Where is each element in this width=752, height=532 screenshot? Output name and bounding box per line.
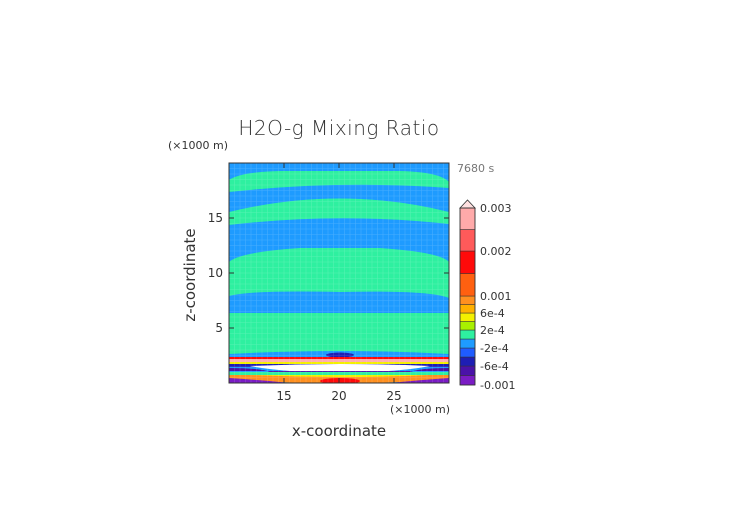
y-tick-label: 10 bbox=[208, 266, 223, 280]
grid-mesh bbox=[229, 163, 449, 383]
y-axis: 5 10 15 bbox=[208, 211, 449, 335]
colorbar-label: 2e-4 bbox=[480, 324, 505, 337]
colorbar-band bbox=[459, 295, 476, 305]
contour-field bbox=[229, 163, 449, 383]
colorbar-label: 0.001 bbox=[480, 290, 512, 303]
colorbar-label: -0.001 bbox=[480, 379, 515, 392]
contour-band-positive bbox=[229, 198, 449, 225]
colorbar-extend-arrow bbox=[459, 199, 476, 209]
colorbar-band bbox=[459, 229, 476, 252]
colorbar-band bbox=[459, 329, 476, 340]
contour-band-yellow2 bbox=[250, 375, 430, 377]
contour-band-positive bbox=[229, 171, 449, 192]
colorbar-band bbox=[459, 273, 476, 297]
contour-band-red-core bbox=[320, 378, 360, 383]
y-tick-label: 15 bbox=[208, 211, 223, 225]
x-axis: 15 20 25 bbox=[276, 163, 402, 403]
colorbar-band bbox=[459, 356, 476, 367]
colorbar-band bbox=[459, 365, 476, 376]
contour-band-positive bbox=[229, 248, 449, 298]
colorbar-band bbox=[459, 312, 476, 322]
colorbar-band bbox=[459, 338, 476, 349]
colorbar-label: 6e-4 bbox=[480, 307, 505, 320]
colorbar-band bbox=[459, 304, 476, 314]
contour-band-positive bbox=[229, 313, 449, 354]
x-axis-label: x-coordinate bbox=[291, 422, 387, 440]
y-axis-unit: (×1000 m) bbox=[168, 139, 229, 152]
colorbar-label: 0.003 bbox=[480, 202, 512, 215]
colorbar-band bbox=[459, 250, 476, 274]
contour-band-pink bbox=[229, 359, 449, 362]
contour-band-white bbox=[250, 364, 430, 373]
contour-band-red bbox=[229, 357, 449, 359]
time-label: 7680 s bbox=[457, 162, 495, 175]
colorbar-label: -6e-4 bbox=[480, 360, 509, 373]
colorbar-band bbox=[459, 321, 476, 331]
contour-band-low bbox=[326, 352, 354, 358]
x-tick-label: 25 bbox=[386, 389, 401, 403]
colorbar-label: 0.002 bbox=[480, 245, 512, 258]
x-tick-label: 15 bbox=[276, 389, 291, 403]
y-tick-label: 5 bbox=[215, 321, 223, 335]
colorbar-band bbox=[459, 375, 476, 386]
colorbar-band bbox=[459, 207, 476, 230]
x-tick-label: 20 bbox=[331, 389, 346, 403]
colorbar: 0.003 0.002 0.001 6e-4 2e-4 -2e-4 -6e-4 -0.001 bbox=[459, 199, 515, 392]
colorbar-frame bbox=[459, 207, 476, 386]
x-axis-unit: (×1000 m) bbox=[390, 403, 451, 416]
colorbar-label: -2e-4 bbox=[480, 342, 509, 355]
colorbar-band bbox=[459, 347, 476, 358]
contour-band-green bbox=[229, 372, 449, 375]
chart-title: H2O-g Mixing Ratio bbox=[238, 116, 440, 140]
contour-band-yellow bbox=[229, 362, 449, 364]
